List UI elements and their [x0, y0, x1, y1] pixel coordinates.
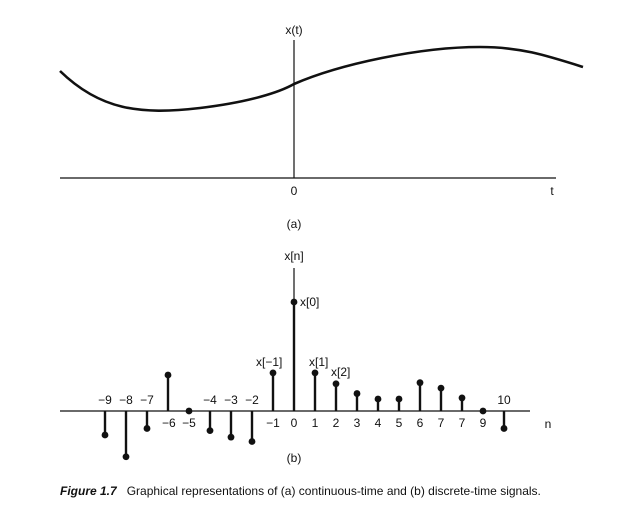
tick-label: 6: [417, 416, 424, 430]
stem-dot: [101, 431, 109, 439]
stem-dot: [206, 427, 214, 435]
stem-dot: [290, 298, 298, 306]
figure-number: Figure 1.7: [60, 484, 117, 498]
tick-label: −3: [224, 393, 238, 407]
annotation-x1: x[1]: [309, 355, 328, 369]
tick-label: −5: [182, 416, 196, 430]
stem-sample: [353, 390, 361, 411]
stem-dot: [269, 369, 277, 377]
stem-sample: [122, 411, 130, 461]
tick-label: 5: [396, 416, 403, 430]
stem-dot: [122, 453, 130, 461]
stem-sample: [311, 369, 319, 411]
panel-b-y-axis-label: x[n]: [284, 249, 303, 263]
tick-label: 0: [291, 416, 298, 430]
panel-b-n-axis-label: n: [545, 417, 552, 431]
stem-sample: [374, 395, 382, 411]
continuous-signal-curve: [59, 45, 584, 112]
panel-a-origin-label: 0: [291, 184, 298, 198]
tick-label: 7: [459, 416, 466, 430]
tick-label: −1: [266, 416, 280, 430]
stem-sample: [185, 407, 193, 415]
stem-dot: [143, 425, 151, 432]
stem-samples: [101, 298, 508, 461]
annotation-x2: x[2]: [331, 365, 350, 379]
stem-dot: [332, 380, 340, 388]
panel-a-y-axis-label: x(t): [285, 23, 302, 37]
tick-label: −8: [119, 393, 133, 407]
figure-caption: Figure 1.7 Graphical representations of (…: [60, 484, 580, 499]
stem-dot: [164, 371, 172, 379]
annotation-x-minus-1: x[−1]: [256, 355, 282, 369]
stem-dot: [395, 395, 403, 403]
tick-label: 9: [480, 416, 487, 430]
stem-dot: [248, 438, 256, 445]
stem-dot: [353, 390, 361, 397]
tick-labels: −9 −8 −7−6 −5−4 −3 −2−1 0 1 2 3 4 5 6 7 7 910: [98, 393, 511, 430]
tick-label: −9: [98, 393, 112, 407]
stem-dot: [311, 369, 319, 377]
stem-sample: [248, 411, 256, 445]
stem-dot: [458, 394, 466, 402]
stem-sample: [500, 411, 508, 432]
stem-sample: [416, 379, 424, 411]
stem-sample: [332, 380, 340, 411]
tick-label: 10: [497, 393, 511, 407]
stem-sample: [395, 395, 403, 411]
stem-dot: [479, 407, 487, 415]
panel-b-sublabel: (b): [287, 451, 302, 465]
stem-dot: [437, 384, 445, 392]
tick-label: 1: [312, 416, 319, 430]
tick-label: −4: [203, 393, 217, 407]
stem-sample: [164, 371, 172, 411]
stem-sample: [437, 384, 445, 411]
stem-sample: [458, 394, 466, 411]
panel-a: x(t) 0 t (a): [59, 23, 584, 231]
stem-sample: [269, 369, 277, 411]
tick-label: −6: [162, 416, 176, 430]
tick-label: 7: [438, 416, 445, 430]
tick-label: 4: [375, 416, 382, 430]
annotation-x0: x[0]: [300, 295, 319, 309]
tick-label: −7: [140, 393, 154, 407]
stem-dot: [227, 433, 235, 441]
stem-sample: [206, 411, 214, 435]
tick-label: −2: [245, 393, 259, 407]
stem-sample: [101, 411, 109, 439]
panel-a-sublabel: (a): [287, 217, 302, 231]
stem-sample: [479, 407, 487, 415]
stem-dot: [500, 425, 508, 432]
panel-a-t-axis-label: t: [550, 184, 554, 198]
stem-sample: [143, 411, 151, 432]
panel-b: −9 −8 −7−6 −5−4 −3 −2−1 0 1 2 3 4 5 6 7 7 910 x[n] n (b…: [60, 249, 551, 465]
stem-sample: [227, 411, 235, 441]
stem-dot: [416, 379, 424, 387]
caption-text: Graphical representations of (a) continu…: [126, 484, 541, 498]
stem-dot: [374, 395, 382, 403]
tick-label: 3: [354, 416, 361, 430]
stem-dot: [185, 407, 193, 415]
stem-sample: [290, 298, 298, 411]
tick-label: 2: [333, 416, 340, 430]
